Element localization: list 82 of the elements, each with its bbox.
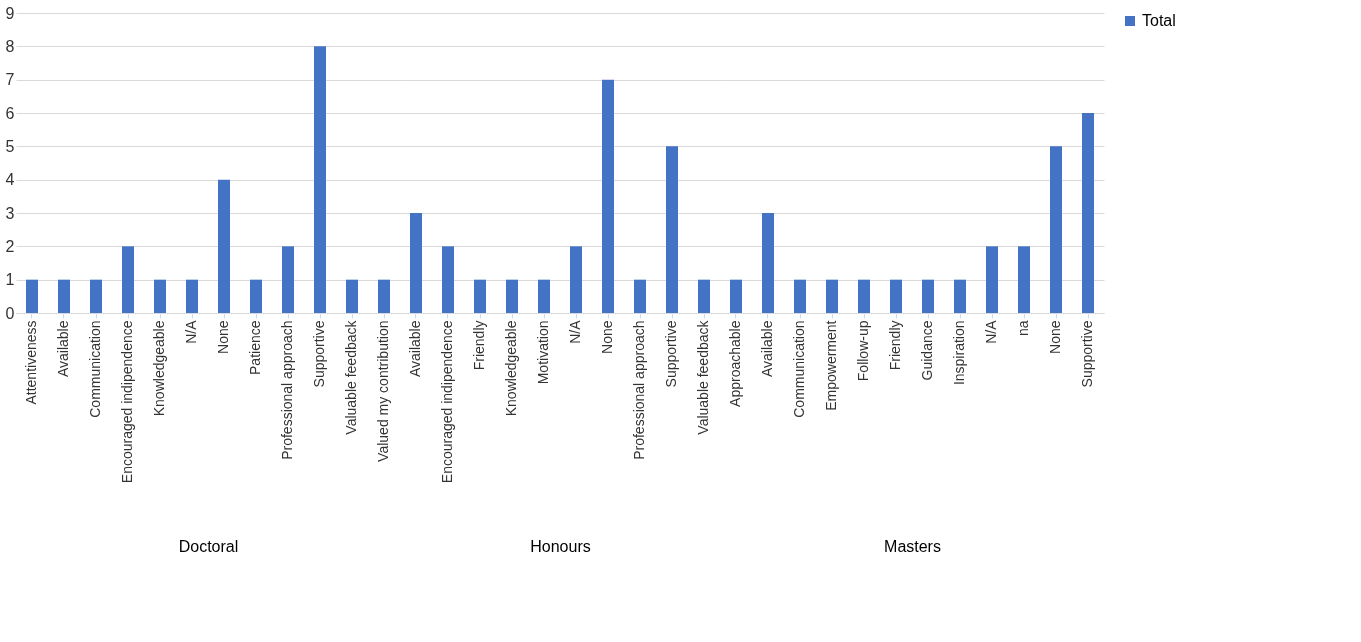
bar <box>26 279 38 313</box>
x-tick-label: Available <box>407 320 423 378</box>
y-tick-label: 5 <box>5 137 15 155</box>
x-tick-label: Valued my contribution <box>375 320 391 462</box>
x-tick-label: Friendly <box>471 320 487 371</box>
x-tick-label: N/A <box>183 319 199 344</box>
bar <box>602 79 614 313</box>
bar <box>634 279 646 313</box>
x-tick-label: Available <box>759 320 775 378</box>
x-tick-label: Encouraged indipendence <box>439 320 455 484</box>
y-tick-label: 9 <box>5 4 15 22</box>
x-tick-label: Knowledgeable <box>503 320 519 417</box>
bar <box>378 279 390 313</box>
bar <box>282 246 294 313</box>
y-tick-label: 2 <box>5 237 15 255</box>
x-tick-label: Encouraged indipendence <box>119 320 135 484</box>
bar <box>314 46 326 313</box>
x-tick-label: Communication <box>791 320 807 418</box>
bar <box>666 146 678 313</box>
bar <box>1018 246 1030 313</box>
bar <box>154 279 166 313</box>
bar <box>570 246 582 313</box>
bar <box>762 213 774 313</box>
x-tick-label: None <box>215 320 231 354</box>
x-axis-title: Masters <box>884 537 941 555</box>
x-tick-label: Knowledgeable <box>151 320 167 417</box>
y-tick-label: 4 <box>5 171 15 189</box>
bar <box>346 279 358 313</box>
bar <box>90 279 102 313</box>
x-tick-label: na <box>1015 320 1031 337</box>
bar <box>122 246 134 313</box>
bar <box>698 279 710 313</box>
y-tick-label: 1 <box>5 271 15 289</box>
bar <box>794 279 806 313</box>
x-tick-label: Supportive <box>311 320 327 388</box>
bar <box>506 279 518 313</box>
x-tick-label: Professional approach <box>631 320 647 460</box>
bar <box>858 279 870 313</box>
x-tick-label: None <box>1047 320 1063 354</box>
bar <box>250 279 262 313</box>
bar <box>986 246 998 313</box>
bar <box>410 213 422 313</box>
bar <box>538 279 550 313</box>
x-tick-label: Valuable feedback <box>695 319 711 435</box>
bar <box>954 279 966 313</box>
x-tick-label: Empowerment <box>823 320 839 411</box>
legend-label: Total <box>1142 12 1176 29</box>
x-tick-label: N/A <box>983 319 999 344</box>
y-tick-label: 3 <box>5 204 15 222</box>
bar <box>890 279 902 313</box>
x-tick-label: Motivation <box>535 320 551 385</box>
x-tick-label: Follow-up <box>855 320 871 382</box>
bar <box>1082 113 1094 313</box>
x-tick-label: Patience <box>247 320 263 375</box>
x-tick-label: Approachable <box>727 320 743 407</box>
x-axis-title: Honours <box>530 537 591 555</box>
x-tick-label: Supportive <box>1079 320 1095 388</box>
x-tick-label: Valuable feedback <box>343 319 359 435</box>
x-tick-label: Supportive <box>663 320 679 388</box>
bar <box>186 279 198 313</box>
x-axis-title: Doctoral <box>178 537 239 555</box>
bar <box>442 246 454 313</box>
x-tick-label: Communication <box>87 320 103 418</box>
x-tick-label: Inspiration <box>951 320 967 386</box>
y-tick-label: 6 <box>5 104 15 122</box>
y-tick-label: 0 <box>5 304 15 322</box>
bar <box>826 279 838 313</box>
x-tick-label: Available <box>55 320 71 378</box>
bar <box>730 279 742 313</box>
bar <box>474 279 486 313</box>
bar <box>58 279 70 313</box>
x-tick-label: Guidance <box>919 320 935 381</box>
bar <box>218 179 230 313</box>
x-tick-label: Friendly <box>887 320 903 371</box>
x-tick-label: None <box>599 320 615 354</box>
x-tick-label: Professional approach <box>279 320 295 460</box>
x-tick-label: Attentiveness <box>23 320 39 405</box>
x-tick-label: N/A <box>567 319 583 344</box>
bar <box>1050 146 1062 313</box>
y-tick-label: 7 <box>5 71 15 89</box>
bar <box>922 279 934 313</box>
y-tick-label: 8 <box>5 37 15 55</box>
